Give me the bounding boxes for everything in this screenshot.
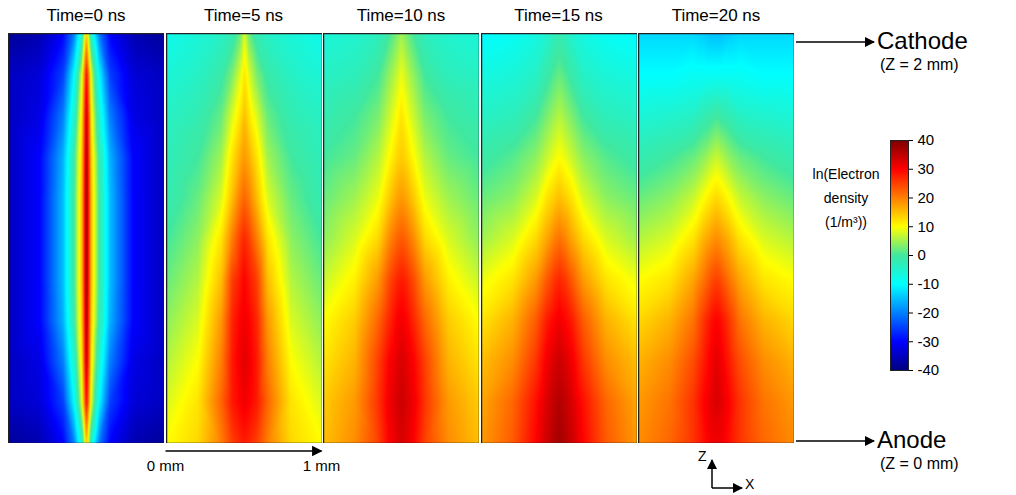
svg-text:-10: -10: [918, 275, 940, 292]
html-text:1 mm: 1 mm: [302, 457, 341, 474]
svg-text:20: 20: [918, 189, 935, 206]
html-text:(Z = 0 mm): (Z = 0 mm): [880, 455, 959, 472]
html-text:Z: Z: [698, 448, 707, 464]
html-text:0 mm: 0 mm: [146, 457, 185, 474]
html-text:Time=5 ns: Time=5 ns: [203, 6, 284, 25]
svg-text:-30: -30: [918, 333, 940, 350]
html-text:Cathode: Cathode: [877, 27, 968, 54]
html-text:ln(Electron: ln(Electron: [812, 166, 880, 182]
html-text:Time=15 ns: Time=15 ns: [514, 6, 603, 25]
svg-text:40: 40: [918, 132, 935, 148]
html-text:density: density: [823, 190, 869, 206]
html-text:Time=20 ns: Time=20 ns: [671, 6, 761, 25]
html-text:Time=0 ns: Time=0 ns: [46, 6, 126, 25]
html-text:X: X: [745, 476, 755, 492]
svg-text:0: 0: [918, 246, 926, 263]
svg-text:10: 10: [918, 218, 935, 235]
svg-text:30: 30: [918, 160, 935, 177]
svg-text:-40: -40: [918, 361, 940, 378]
html-text:(Z = 2 mm): (Z = 2 mm): [880, 56, 959, 73]
svg-text:-20: -20: [918, 304, 940, 321]
html-text:Time=10 ns: Time=10 ns: [356, 6, 446, 25]
html-text:(1/m³)): (1/m³)): [825, 214, 867, 230]
html-text:Anode: Anode: [877, 426, 947, 453]
